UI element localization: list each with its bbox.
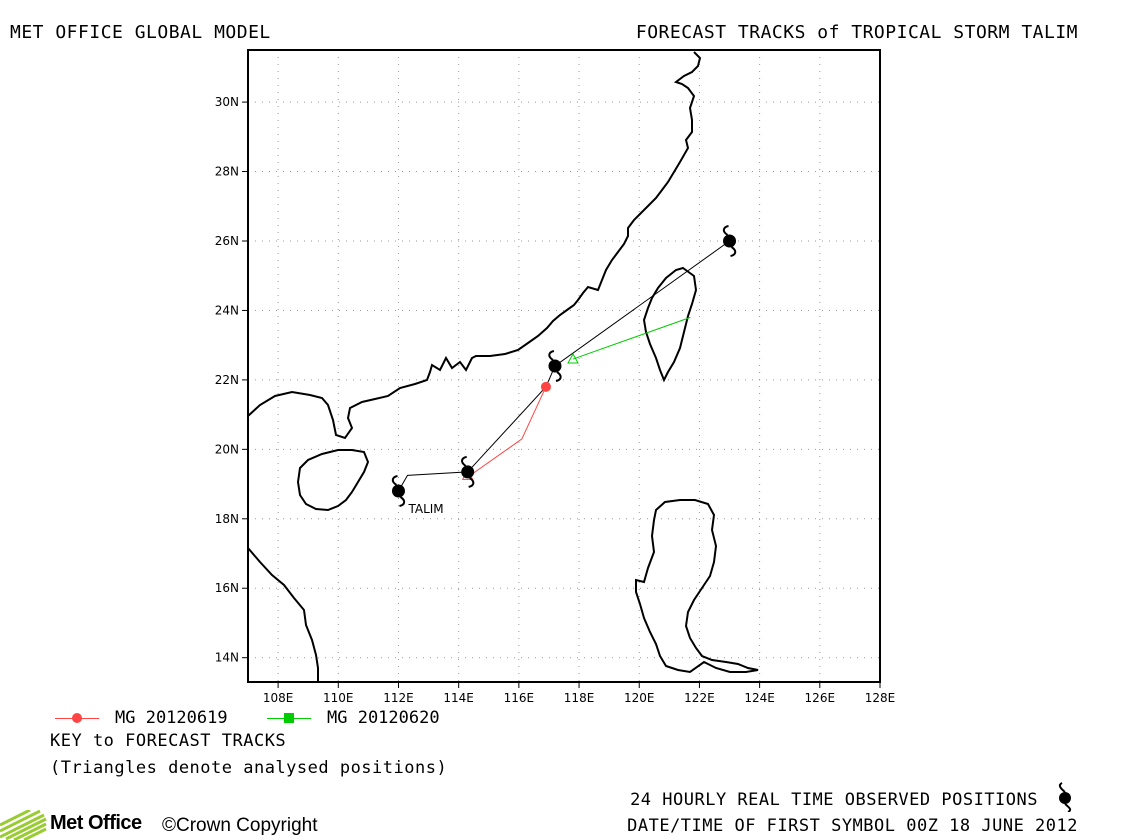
lon-tick-label: 118E (564, 691, 595, 705)
observed-track-line (398, 240, 730, 492)
tracks (398, 240, 730, 492)
legend-label-1: MG 20120619 (115, 708, 228, 728)
storm-symbol-arm (399, 496, 406, 507)
storm-symbol-arm (461, 455, 467, 467)
map-frame (247, 49, 881, 683)
lat-tick-label: 28N (215, 165, 239, 179)
lat-tick-label: 14N (215, 651, 239, 665)
lat-tick-label: 20N (215, 442, 239, 456)
key-note: (Triangles denote analysed positions) (50, 758, 448, 778)
taiwan-island (642, 266, 698, 383)
lon-tick-label: 108E (263, 691, 294, 705)
lon-tick-label: 120E (624, 691, 655, 705)
axis-ticks: 108E 110E 112E 114E 116E 118E 120E 122E 124E 126E… (215, 95, 896, 705)
storm-symbol-arm (548, 350, 555, 361)
china-coast (247, 51, 702, 440)
hainan-island (296, 449, 370, 512)
storm-symbol (722, 225, 737, 257)
storm-symbol (548, 350, 562, 382)
analysed-triangle (567, 353, 579, 364)
title-left: MET OFFICE GLOBAL MODEL (10, 22, 271, 43)
lat-tick-label: 26N (215, 234, 239, 248)
storm-symbol-arm (391, 475, 398, 486)
lon-tick-label: 114E (443, 691, 474, 705)
forecast-track-line (467, 386, 547, 478)
forecast-track-line (572, 316, 691, 360)
storm-symbol (391, 475, 406, 507)
storm-symbols (391, 225, 737, 507)
storm-symbol-arm (730, 246, 737, 257)
lon-tick-label: 124E (744, 691, 775, 705)
storm-symbol-arm (468, 477, 475, 488)
legend-label-2: MG 20120620 (327, 708, 440, 728)
lon-tick-label: 116E (504, 691, 535, 705)
forecast-point (540, 381, 551, 392)
lon-tick-label: 110E (323, 691, 354, 705)
met-office-logo-icon (0, 810, 47, 840)
met-office-logo: Met Office ©Crown Copyright (0, 810, 380, 840)
lat-tick-label: 24N (215, 303, 239, 317)
observed-positions-label: 24 HOURLY REAL TIME OBSERVED POSITIONS (630, 790, 1038, 810)
lon-tick-label: 112E (383, 691, 414, 705)
title-right: FORECAST TRACKS of TROPICAL STORM TALIM (635, 22, 1078, 43)
legend-marker-circle (72, 713, 82, 723)
storm-symbol-arm (555, 371, 562, 382)
storm-symbol-core (548, 359, 562, 373)
lat-tick-label: 16N (215, 581, 239, 595)
copyright-text: ©Crown Copyright (162, 815, 318, 836)
lon-tick-label: 128E (865, 691, 896, 705)
vietnam-coast (247, 547, 319, 682)
lon-tick-label: 122E (684, 691, 715, 705)
date-time-label: DATE/TIME OF FIRST SYMBOL 00Z 18 JUNE 20… (627, 816, 1078, 836)
lat-tick-label: 18N (215, 512, 239, 526)
legend-marker-square (284, 713, 294, 723)
storm-symbol-arm (722, 225, 729, 236)
lat-tick-label: 22N (215, 373, 239, 387)
lat-tick-label: 30N (215, 95, 239, 109)
met-office-logo-text: Met Office (50, 812, 142, 834)
storm-label: TALIM (407, 502, 443, 516)
coastlines (247, 51, 759, 682)
storm-symbol-icon (1058, 782, 1072, 812)
luzon-island (635, 499, 759, 674)
storm-symbol (461, 455, 475, 488)
storm-symbol-core (723, 234, 737, 248)
storm-symbol-core (391, 484, 405, 498)
graticule (248, 50, 881, 682)
key-title: KEY to FORECAST TRACKS (50, 731, 287, 751)
storm-symbol-core (461, 465, 475, 479)
lon-tick-label: 126E (805, 691, 836, 705)
